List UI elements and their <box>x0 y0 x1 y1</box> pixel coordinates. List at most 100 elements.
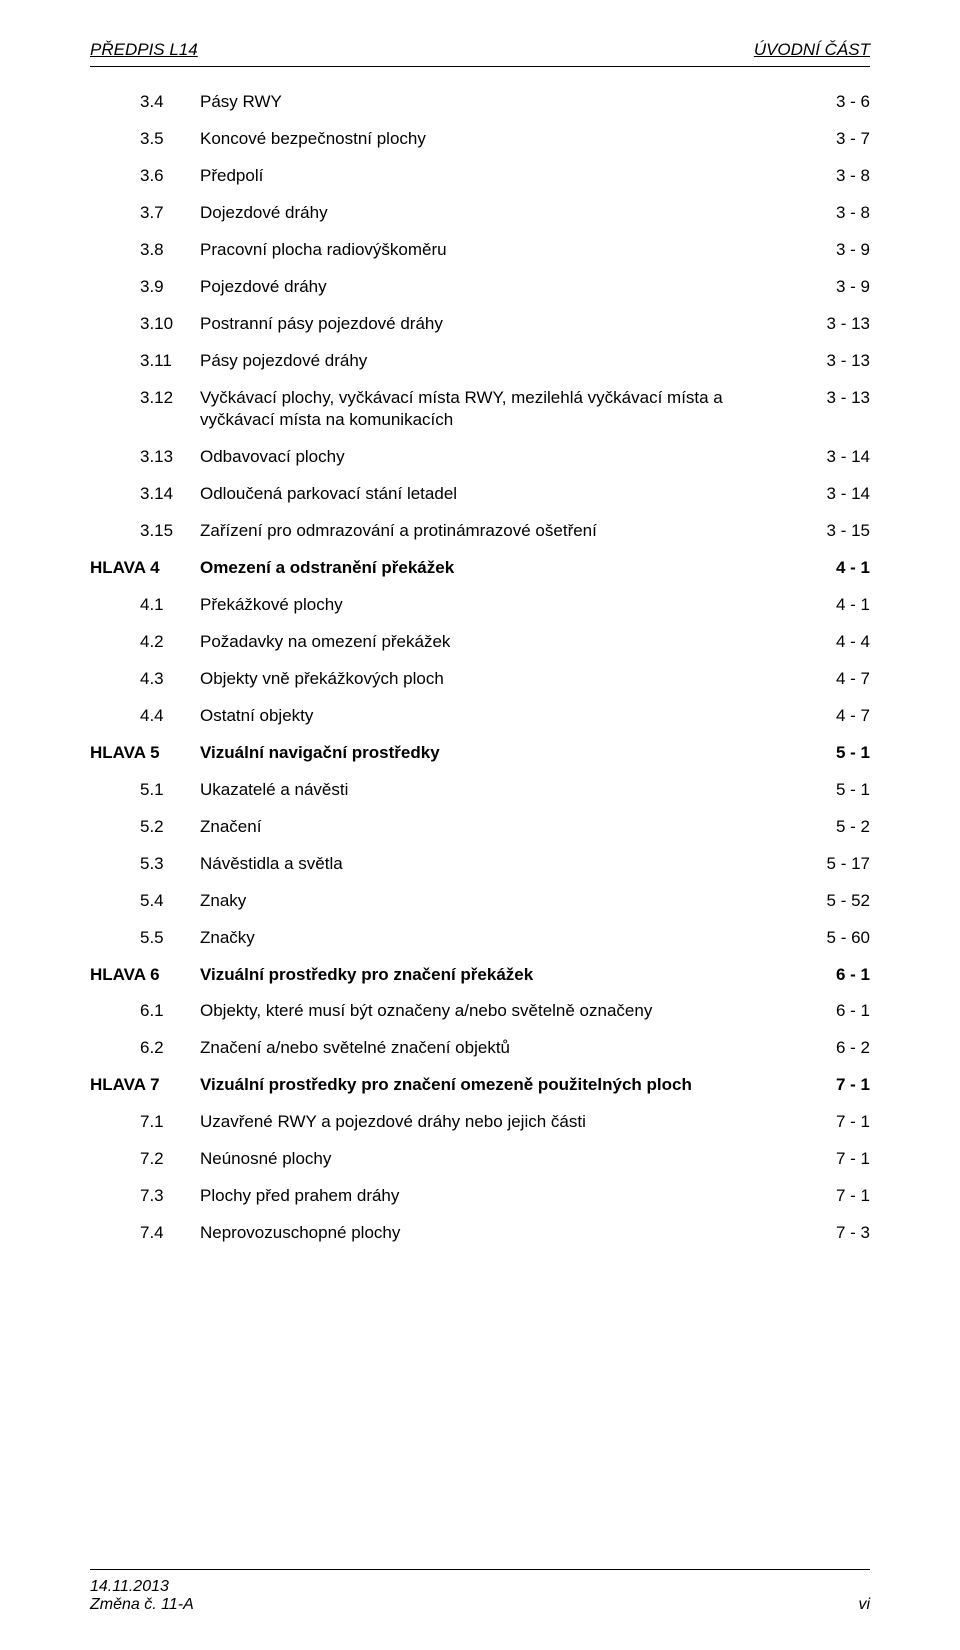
toc-row: 3.6Předpolí3 - 8 <box>90 165 870 188</box>
toc-entry-title: Ukazatelé a návěsti <box>200 779 800 802</box>
toc-entry-title: Plochy před prahem dráhy <box>200 1185 800 1208</box>
toc-row: 5.3Návěstidla a světla5 - 17 <box>90 853 870 876</box>
toc-entry-number: 3.13 <box>90 446 200 469</box>
toc-entry-page: 5 - 17 <box>800 853 870 876</box>
toc-entry-title: Návěstidla a světla <box>200 853 800 876</box>
toc-entry-page: 6 - 2 <box>800 1037 870 1060</box>
toc-row: 3.13Odbavovací plochy3 - 14 <box>90 446 870 469</box>
toc-row: 7.4Neprovozuschopné plochy7 - 3 <box>90 1222 870 1245</box>
toc-entry-page: 4 - 7 <box>800 668 870 691</box>
toc-entry-page: 7 - 1 <box>800 1074 870 1097</box>
toc-entry-title: Objekty vně překážkových ploch <box>200 668 800 691</box>
footer-pagenum: vi <box>858 1596 870 1614</box>
toc-entry-number: 3.11 <box>90 350 200 373</box>
toc-entry-number: 7.4 <box>90 1222 200 1245</box>
toc-entry-number: 7.3 <box>90 1185 200 1208</box>
page-header: PŘEDPIS L14 ÚVODNÍ ČÁST <box>90 40 870 60</box>
toc-entry-number: 3.6 <box>90 165 200 188</box>
toc-row: 6.2Značení a/nebo světelné značení objek… <box>90 1037 870 1060</box>
toc-row: 3.11Pásy pojezdové dráhy3 - 13 <box>90 350 870 373</box>
footer-date: 14.11.2013 <box>90 1578 194 1596</box>
toc-entry-page: 4 - 1 <box>800 594 870 617</box>
footer-left: 14.11.2013 Změna č. 11-A <box>90 1578 194 1614</box>
toc-entry-title: Vizuální navigační prostředky <box>200 742 800 765</box>
toc-entry-page: 7 - 1 <box>800 1185 870 1208</box>
toc-row: 3.12Vyčkávací plochy, vyčkávací místa RW… <box>90 387 870 433</box>
toc-entry-number: 3.7 <box>90 202 200 225</box>
toc-entry-title: Znaky <box>200 890 800 913</box>
toc-entry-number: 5.5 <box>90 927 200 950</box>
toc-row: 5.1Ukazatelé a návěsti5 - 1 <box>90 779 870 802</box>
page-footer: 14.11.2013 Změna č. 11-A vi <box>90 1578 870 1614</box>
toc-row: HLAVA 6Vizuální prostředky pro značení p… <box>90 964 870 987</box>
toc-entry-number: 3.4 <box>90 91 200 114</box>
toc-entry-page: 3 - 8 <box>800 165 870 188</box>
toc-entry-title: Ostatní objekty <box>200 705 800 728</box>
toc-row: HLAVA 7Vizuální prostředky pro značení o… <box>90 1074 870 1097</box>
toc-entry-number: 3.10 <box>90 313 200 336</box>
toc-entry-title: Neprovozuschopné plochy <box>200 1222 800 1245</box>
toc-entry-number: 4.4 <box>90 705 200 728</box>
toc-entry-number: HLAVA 5 <box>90 742 200 765</box>
toc-entry-title: Pracovní plocha radiovýškoměru <box>200 239 800 262</box>
toc-entry-title: Pojezdové dráhy <box>200 276 800 299</box>
toc-entry-page: 5 - 60 <box>800 927 870 950</box>
toc-row: 5.2Značení5 - 2 <box>90 816 870 839</box>
toc-row: 3.7Dojezdové dráhy3 - 8 <box>90 202 870 225</box>
toc-row: 3.9Pojezdové dráhy3 - 9 <box>90 276 870 299</box>
toc-entry-page: 3 - 14 <box>800 446 870 469</box>
toc-entry-title: Značení <box>200 816 800 839</box>
toc-row: 4.2Požadavky na omezení překážek4 - 4 <box>90 631 870 654</box>
toc-entry-title: Objekty, které musí být označeny a/nebo … <box>200 1000 800 1023</box>
toc-entry-page: 3 - 14 <box>800 483 870 506</box>
toc-entry-page: 7 - 1 <box>800 1148 870 1171</box>
toc-row: 3.14Odloučená parkovací stání letadel3 -… <box>90 483 870 506</box>
toc-entry-page: 3 - 6 <box>800 91 870 114</box>
toc-entry-page: 3 - 7 <box>800 128 870 151</box>
toc-entry-title: Odloučená parkovací stání letadel <box>200 483 800 506</box>
toc-row: HLAVA 4Omezení a odstranění překážek4 - … <box>90 557 870 580</box>
toc-entry-title: Odbavovací plochy <box>200 446 800 469</box>
toc-entry-number: 5.2 <box>90 816 200 839</box>
toc-entry-page: 3 - 13 <box>800 350 870 373</box>
toc-entry-title: Požadavky na omezení překážek <box>200 631 800 654</box>
toc-entry-page: 5 - 52 <box>800 890 870 913</box>
toc-entry-page: 3 - 13 <box>800 313 870 336</box>
toc-entry-page: 7 - 1 <box>800 1111 870 1134</box>
header-right: ÚVODNÍ ČÁST <box>754 40 870 60</box>
toc-entry-number: 3.9 <box>90 276 200 299</box>
toc-row: 3.5Koncové bezpečnostní plochy3 - 7 <box>90 128 870 151</box>
toc-entry-number: 5.3 <box>90 853 200 876</box>
toc-entry-number: 4.2 <box>90 631 200 654</box>
toc-entry-title: Postranní pásy pojezdové dráhy <box>200 313 800 336</box>
toc-entry-title: Značky <box>200 927 800 950</box>
toc-entry-page: 3 - 8 <box>800 202 870 225</box>
toc-entry-page: 7 - 3 <box>800 1222 870 1245</box>
toc-entry-number: 6.2 <box>90 1037 200 1060</box>
toc-row: 7.1Uzavřené RWY a pojezdové dráhy nebo j… <box>90 1111 870 1134</box>
toc-entry-title: Vizuální prostředky pro značení omezeně … <box>200 1074 800 1097</box>
page-container: PŘEDPIS L14 ÚVODNÍ ČÁST 3.4Pásy RWY3 - 6… <box>0 0 960 1245</box>
toc-entry-title: Omezení a odstranění překážek <box>200 557 800 580</box>
toc-entry-number: 4.3 <box>90 668 200 691</box>
toc-entry-number: 3.8 <box>90 239 200 262</box>
toc-entry-number: HLAVA 6 <box>90 964 200 987</box>
toc-entry-number: 4.1 <box>90 594 200 617</box>
toc-row: 4.4Ostatní objekty4 - 7 <box>90 705 870 728</box>
toc-row: 6.1Objekty, které musí být označeny a/ne… <box>90 1000 870 1023</box>
toc-entry-number: HLAVA 4 <box>90 557 200 580</box>
toc-entry-title: Překážkové plochy <box>200 594 800 617</box>
toc-entry-title: Značení a/nebo světelné značení objektů <box>200 1037 800 1060</box>
toc-entry-number: 3.15 <box>90 520 200 543</box>
toc-entry-page: 6 - 1 <box>800 1000 870 1023</box>
toc-entry-title: Pásy pojezdové dráhy <box>200 350 800 373</box>
toc-entry-page: 3 - 9 <box>800 276 870 299</box>
toc-row: 3.10Postranní pásy pojezdové dráhy3 - 13 <box>90 313 870 336</box>
toc-entry-number: 6.1 <box>90 1000 200 1023</box>
toc-entry-page: 4 - 7 <box>800 705 870 728</box>
toc-entry-title: Dojezdové dráhy <box>200 202 800 225</box>
toc-entry-number: 3.12 <box>90 387 200 410</box>
toc-entry-number: 5.4 <box>90 890 200 913</box>
toc-row: 7.2Neúnosné plochy7 - 1 <box>90 1148 870 1171</box>
toc-row: HLAVA 5Vizuální navigační prostředky5 - … <box>90 742 870 765</box>
